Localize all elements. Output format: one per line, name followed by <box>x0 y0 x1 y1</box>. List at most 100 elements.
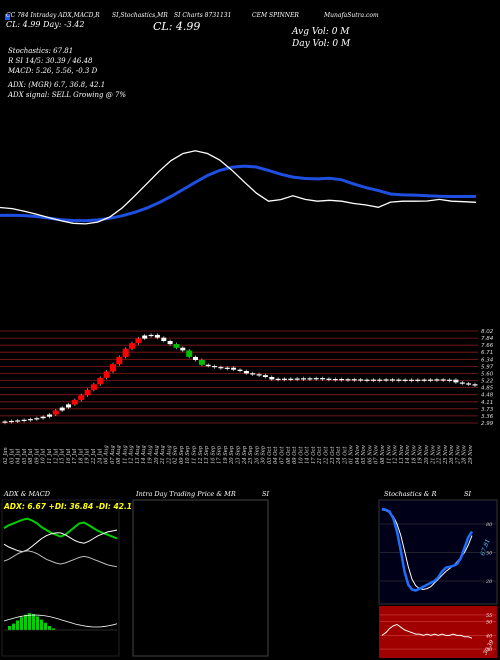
date-label: 20 Sep <box>229 445 235 465</box>
date-label: 09 Jul <box>34 448 40 464</box>
date-label: 02 Jan <box>3 447 9 464</box>
date-label: 01 Nov <box>349 445 355 464</box>
date-label: 02 Sep <box>173 445 179 464</box>
intraday-title: Intra Day Trading Price & MR <box>135 490 236 498</box>
date-label: 18 Jul <box>78 448 84 464</box>
candle-body <box>66 404 71 408</box>
macd-line <box>3 614 118 628</box>
date-label: 25 Nov <box>443 445 449 465</box>
date-label: 10 Sep <box>185 445 191 464</box>
candle-body <box>421 379 427 381</box>
adx-signal-readout: ADX signal: SELL Growing @ 7% <box>8 91 127 99</box>
close-price-label: CL: 4.99 <box>153 20 201 33</box>
candle-body <box>364 379 370 381</box>
date-label: 12 Aug <box>129 445 135 464</box>
candle-body <box>243 371 249 374</box>
candle-body <box>415 379 421 381</box>
candle-body <box>428 379 433 381</box>
candle-body <box>116 356 123 365</box>
date-label: 12 Sep <box>198 445 204 464</box>
candle-body <box>129 343 135 349</box>
stoch-axis-label: 80 <box>486 522 493 528</box>
stoch-title-right: SI <box>464 490 471 498</box>
stoch-series-2 <box>381 507 474 592</box>
price-level-label: 4.48 <box>481 393 494 399</box>
price-level-label: 5.22 <box>481 379 494 385</box>
candle-body <box>161 337 167 341</box>
candle-body <box>193 356 198 360</box>
date-label: 14 Oct <box>305 446 311 464</box>
date-label: 20 Nov <box>424 445 430 465</box>
candle-body <box>2 421 8 423</box>
adx-readout: ADX: (MGR) 6.7, 36.8, 42.1 <box>8 81 106 89</box>
candle-body <box>332 379 338 381</box>
date-label: 17 Oct <box>311 446 317 464</box>
candle-body <box>135 338 142 344</box>
rsi-axis-label: 55 <box>486 613 492 619</box>
date-label: 21 Oct <box>317 446 323 465</box>
candle-body <box>301 378 306 380</box>
candle-body <box>52 410 59 415</box>
candle-body <box>351 379 357 381</box>
date-label: 07 Oct <box>280 446 286 464</box>
price-level-label: 3.73 <box>481 407 494 413</box>
candle-body <box>307 378 313 380</box>
candle-body <box>59 407 65 411</box>
rsi-series-1 <box>381 623 473 639</box>
adx-legend: ADX: 6.67 +DI: 36.84 -DI: 42.17 <box>3 502 138 511</box>
candle-body <box>186 350 193 357</box>
candle-body <box>313 378 319 380</box>
date-label: 22 Jul <box>91 448 97 465</box>
price-level-label: 5.97 <box>481 364 494 370</box>
date-label: 13 Nov <box>399 445 405 464</box>
date-label: 21 Aug <box>160 445 166 465</box>
macd-bar <box>16 620 19 630</box>
candle-body <box>8 420 14 423</box>
macd-bar <box>40 619 43 630</box>
date-label: 08 Oct <box>286 446 292 464</box>
date-label: 29 Nov <box>468 445 474 465</box>
candle-body <box>282 378 287 380</box>
header-segment-5: MunafaSutra.com <box>324 12 379 19</box>
header-segment-4: CEM SPINNER <box>252 12 299 19</box>
date-label: 08 Aug <box>116 445 122 464</box>
date-axis: 02 Jan 03 Jul 04 Jul 05 Jul 08 Jul 09 Jul 10 J… <box>3 445 474 465</box>
macd-bar <box>52 628 55 630</box>
candle-body <box>447 379 453 381</box>
price-level-label: 4.11 <box>481 400 493 406</box>
date-label: 12 Nov <box>393 445 399 464</box>
price-level-label: 2.99 <box>481 421 494 427</box>
candle-body <box>90 384 97 390</box>
date-label: 07 Aug <box>110 445 116 464</box>
candle-body <box>142 335 148 339</box>
candle-body <box>27 419 33 421</box>
date-label: 22 Oct <box>324 446 330 465</box>
candle-body <box>212 366 218 368</box>
stochastics-readout: Stochastics: 67.81 <box>8 47 74 55</box>
candle-body <box>339 379 345 381</box>
date-label: 21 Nov <box>430 445 436 465</box>
candle-body <box>40 416 46 419</box>
date-label: 06 Nov <box>368 445 374 464</box>
candle-body <box>173 344 180 348</box>
date-label: 09 Oct <box>292 446 298 464</box>
candle-body <box>148 334 154 337</box>
date-label: 14 Aug <box>141 445 147 464</box>
candle-body <box>396 379 402 381</box>
date-label: 03 Jul <box>9 448 15 464</box>
candle-body <box>383 379 389 381</box>
date-label: 19 Sep <box>223 445 229 464</box>
candle-body <box>269 377 275 380</box>
date-label: 24 Sep <box>242 445 248 465</box>
date-label: 22 Aug <box>166 445 172 465</box>
date-label: 23 Sep <box>236 445 242 465</box>
macd-bar <box>48 626 51 630</box>
candle-body <box>440 379 446 381</box>
price-level-label: 6.71 <box>481 350 493 356</box>
candle-body <box>21 419 27 421</box>
adx-series-3 <box>3 550 118 568</box>
candle-body <box>459 382 465 384</box>
candle-body <box>224 367 230 369</box>
